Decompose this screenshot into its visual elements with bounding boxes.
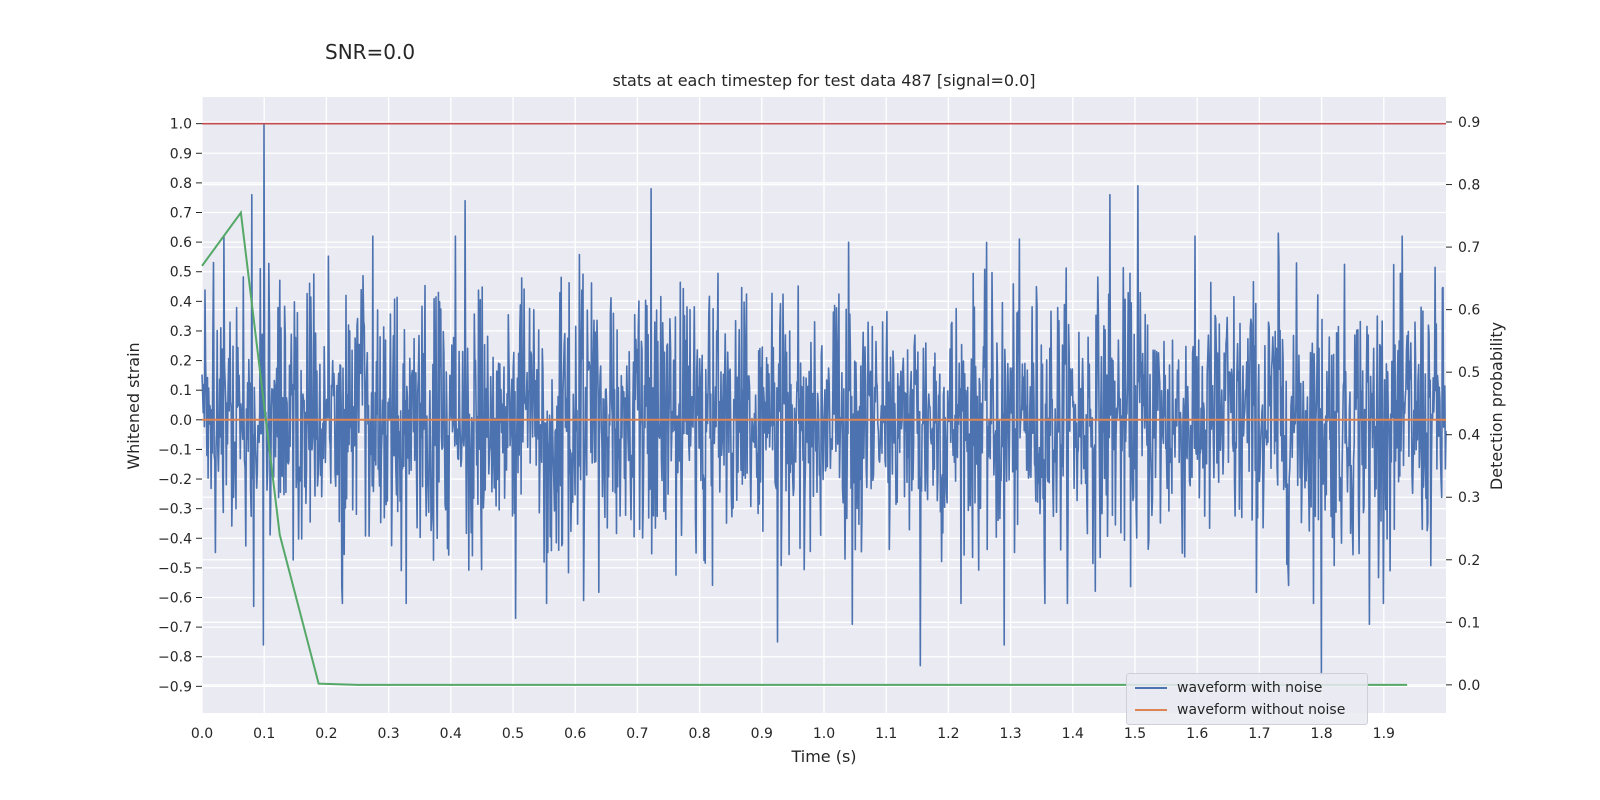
y2-tick-label: 0.0 — [1458, 678, 1480, 694]
y-tick-label: 0.6 — [170, 235, 192, 251]
y-tick-label: 0.7 — [170, 206, 192, 222]
y-tick-label: −0.2 — [158, 472, 192, 488]
y2-tick-label: 0.3 — [1458, 490, 1480, 506]
x-tick-label: 0.5 — [502, 726, 524, 742]
x-tick-label: 1.4 — [1062, 726, 1084, 742]
axis-ticks: 0.0 0.1 0.2 0.3 0.4 0.5 0.6 0.7 0.8 0.9 1.0 1.1 1.2 1… — [158, 115, 1480, 742]
y2-tick-label: 0.5 — [1458, 365, 1480, 381]
x-tick-label: 1.6 — [1186, 726, 1208, 742]
x-tick-label: 0.0 — [191, 726, 213, 742]
y-tick-label: 0.8 — [170, 176, 192, 192]
y-tick-label: 0.0 — [170, 413, 192, 429]
x-tick-label: 1.7 — [1248, 726, 1270, 742]
y2-tick-label: 0.9 — [1458, 115, 1480, 131]
x-tick-label: 0.7 — [626, 726, 648, 742]
series-waveform-with-noise — [201, 122, 1447, 676]
x-tick-label: 0.1 — [253, 726, 275, 742]
chart-title: stats at each timestep for test data 487… — [612, 71, 1036, 90]
y-tick-label: 1.0 — [170, 117, 192, 133]
y-tick-label: 0.5 — [170, 265, 192, 281]
y2-tick-label: 0.7 — [1458, 240, 1480, 256]
y-tick-label: −0.5 — [158, 561, 192, 577]
y2-axis-label: Detection probability — [1487, 322, 1506, 490]
x-tick-label: 1.8 — [1310, 726, 1332, 742]
legend-label-clean: waveform without noise — [1177, 702, 1346, 718]
x-tick-label: 1.3 — [999, 726, 1021, 742]
y-axis-label: Whitened strain — [124, 342, 143, 469]
y-tick-label: −0.1 — [158, 442, 192, 458]
y-tick-label: 0.1 — [170, 383, 192, 399]
x-tick-label: 1.9 — [1373, 726, 1395, 742]
x-tick-label: 1.0 — [813, 726, 835, 742]
x-tick-label: 0.6 — [564, 726, 586, 742]
x-tick-label: 1.5 — [1124, 726, 1146, 742]
x-tick-label: 0.4 — [440, 726, 462, 742]
x-tick-label: 1.2 — [937, 726, 959, 742]
y2-tick-label: 0.2 — [1458, 553, 1480, 569]
y-tick-label: −0.3 — [158, 502, 192, 518]
y-tick-label: −0.8 — [158, 650, 192, 666]
x-tick-label: 0.2 — [315, 726, 337, 742]
y-tick-label: −0.9 — [158, 679, 192, 695]
legend-entry-noisy: waveform with noise — [1135, 678, 1322, 698]
y-tick-label: 0.9 — [170, 146, 192, 162]
y2-tick-label: 0.4 — [1458, 428, 1480, 444]
y-tick-label: −0.7 — [158, 620, 192, 636]
legend-swatch-clean — [1135, 709, 1167, 711]
x-tick-label: 0.9 — [751, 726, 773, 742]
y-tick-label: −0.4 — [158, 531, 192, 547]
legend-label-noisy: waveform with noise — [1177, 680, 1323, 696]
y2-tick-label: 0.8 — [1458, 178, 1480, 194]
y2-tick-label: 0.1 — [1458, 615, 1480, 631]
y-tick-label: 0.4 — [170, 294, 192, 310]
figure-suptitle: SNR=0.0 — [325, 40, 416, 64]
y-tick-label: 0.2 — [170, 354, 192, 370]
y-tick-label: −0.6 — [158, 591, 192, 607]
x-axis-label: Time (s) — [790, 747, 856, 766]
legend-entry-clean: waveform without noise — [1135, 700, 1345, 720]
x-tick-label: 0.8 — [688, 726, 710, 742]
y2-tick-label: 0.6 — [1458, 303, 1480, 319]
x-tick-label: 0.3 — [377, 726, 399, 742]
legend: waveform with noise waveform without noi… — [1126, 673, 1368, 725]
legend-swatch-noisy — [1135, 687, 1167, 689]
x-tick-label: 1.1 — [875, 726, 897, 742]
y-tick-label: 0.3 — [170, 324, 192, 340]
